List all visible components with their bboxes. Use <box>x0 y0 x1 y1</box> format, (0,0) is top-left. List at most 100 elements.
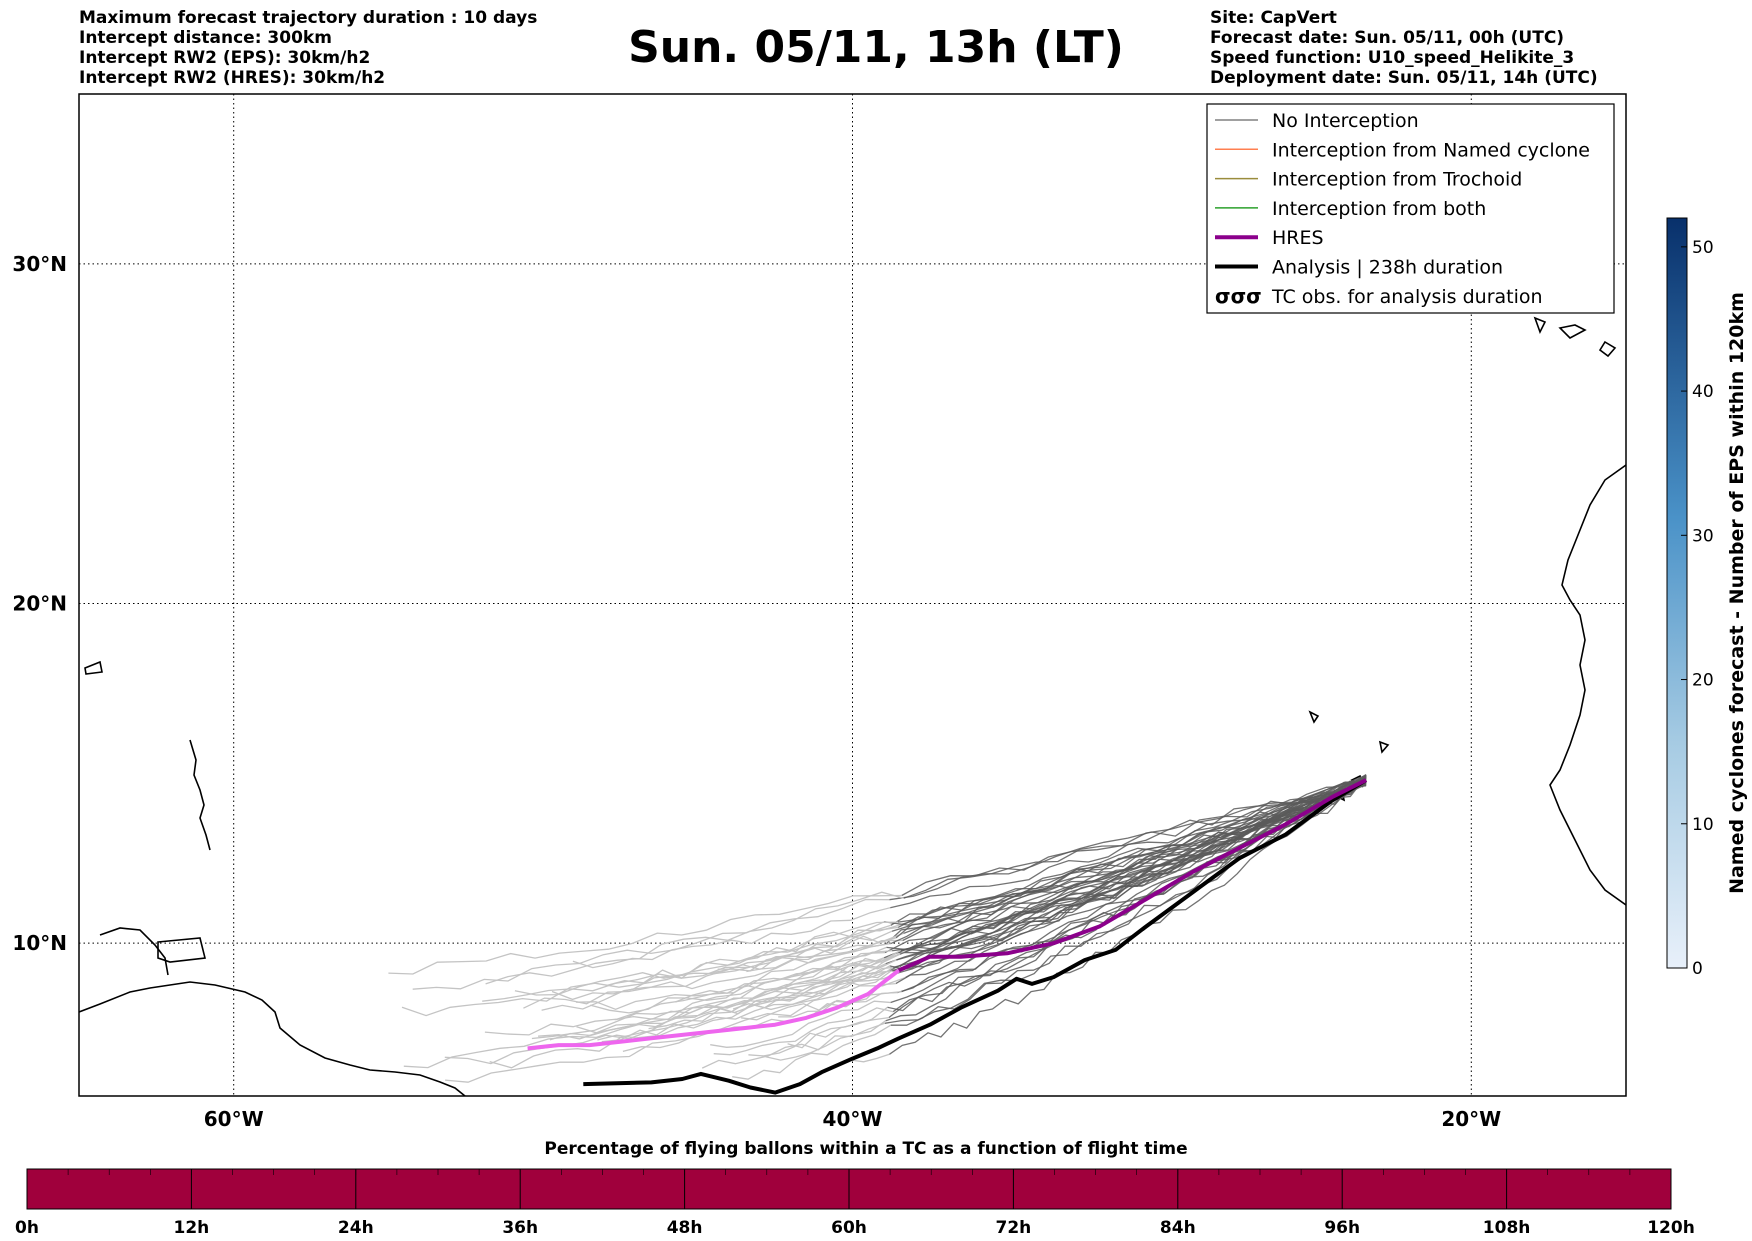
ensemble-track-far <box>787 1016 889 1049</box>
percentage-bar: Percentage of flying ballons within a TC… <box>15 1139 1695 1238</box>
coastlines <box>79 316 1626 1096</box>
colorbar-label: Named cyclones forecast - Number of EPS … <box>1726 292 1748 894</box>
header-left-line: Intercept RW2 (EPS): 30km/h2 <box>79 48 371 68</box>
hres-track-light <box>527 968 901 1051</box>
percentage-bar-tick-label: 60h <box>831 1218 867 1238</box>
legend: No Interception Interception from Named c… <box>1206 103 1615 314</box>
ensemble-track-far <box>713 1007 894 1056</box>
coastline-africa <box>1549 464 1626 906</box>
ensemble-track-near <box>895 777 1367 939</box>
legend-entry-label: Interception from both <box>1272 198 1486 220</box>
ensemble-track-far <box>710 1000 891 1048</box>
header-right-line: Site: CapVert <box>1210 8 1337 28</box>
coastline-venezuela-coast <box>99 927 169 976</box>
ensemble-track-far <box>531 946 887 1040</box>
ensemble-track-far <box>597 963 886 1041</box>
header-left-info: Maximum forecast trajectory duration : 1… <box>79 8 537 88</box>
lat-tick-label: 30°N <box>12 252 67 276</box>
header-left-line: Maximum forecast trajectory duration : 1… <box>79 8 538 28</box>
lon-tick-label: 60°W <box>204 1107 264 1131</box>
ensemble-track-far <box>780 972 899 1001</box>
header-right-line: Deployment date: Sun. 05/11, 14h (UTC) <box>1210 68 1598 88</box>
percentage-bar-tick-label: 12h <box>174 1218 210 1238</box>
percentage-bar-tick-label: 36h <box>502 1218 538 1238</box>
ensemble-track-near <box>900 778 1367 952</box>
coastline-lesser-antilles <box>189 739 211 851</box>
coastline-puerto-rico <box>84 660 103 675</box>
ensemble-track-far <box>445 976 906 1083</box>
legend-entry-label: TC obs. for analysis duration <box>1271 286 1543 308</box>
header-left-line: Intercept RW2 (HRES): 30km/h2 <box>79 68 386 88</box>
colorbar-tick-label: 0 <box>1692 959 1703 979</box>
ensemble-track-far <box>765 1020 887 1061</box>
percentage-bar-tick-label: 48h <box>667 1218 703 1238</box>
ensemble-track-far <box>572 907 891 969</box>
ensemble-track-far <box>590 949 901 1014</box>
lat-tick-label: 20°N <box>12 591 67 615</box>
ensemble-track-far <box>444 950 906 1065</box>
ensemble-track-near <box>890 779 1367 926</box>
ensemble-track-far <box>732 970 892 1010</box>
hres-track <box>898 778 1367 973</box>
tc-symbol-icon: σσσ <box>1215 284 1262 308</box>
legend-box <box>1206 103 1615 314</box>
map-frame <box>78 93 1627 1097</box>
legend-entry-label: HRES <box>1272 227 1324 249</box>
header-right-info: Site: CapVert Forecast date: Sun. 05/11,… <box>1210 8 1598 88</box>
ensemble-track-near <box>886 775 1367 951</box>
ensemble-track-far <box>601 970 889 1043</box>
legend-entry-label: Analysis | 238h duration <box>1272 257 1503 279</box>
ensemble-track-far <box>576 970 893 1034</box>
ensemble-track-far <box>551 926 899 1001</box>
percentage-bar-tick-label: 72h <box>996 1218 1032 1238</box>
ensemble-track-far <box>741 991 898 1021</box>
ensemble-track-far <box>614 959 897 1021</box>
axis-tick-labels: 60°W 40°W 20°W 30°N 20°N 10°N <box>12 252 1501 1131</box>
colorbar-tick-label: 50 <box>1692 238 1714 258</box>
ensemble-track-near <box>891 784 1367 932</box>
lat-tick-label: 10°N <box>12 931 67 955</box>
ensemble-track-far <box>401 921 885 1017</box>
ensemble-track-far <box>514 921 899 996</box>
colorbar: 0 10 20 30 40 50 Named cyclones forecast - Num… <box>1666 217 1748 979</box>
ensemble-track-far <box>485 891 904 985</box>
coastline-south-america <box>79 981 466 1096</box>
ensemble-track-far <box>717 935 897 972</box>
legend-entry-label: Interception from Named cyclone <box>1272 139 1590 161</box>
header-left-line: Intercept distance: 300km <box>79 28 332 48</box>
percentage-bar-tick-label: 108h <box>1483 1218 1531 1238</box>
percentage-bar-tick-label: 0h <box>15 1218 39 1238</box>
ensemble-track-near <box>890 783 1367 909</box>
colorbar-tick-label: 40 <box>1692 382 1714 402</box>
colorbar-tick-label: 20 <box>1692 671 1714 691</box>
ensemble-track-far <box>755 966 894 1011</box>
chart-title: Sun. 05/11, 13h (LT) <box>628 22 1124 73</box>
legend-entry-label: No Interception <box>1272 110 1419 132</box>
percentage-bar-tick-label: 24h <box>338 1218 374 1238</box>
lon-tick-label: 40°W <box>823 1107 883 1131</box>
main-tracks <box>527 778 1368 1095</box>
ensemble-track-near <box>890 777 1367 1004</box>
coastline-trinidad <box>157 937 206 963</box>
percentage-bar-title: Percentage of flying ballons within a TC… <box>544 1139 1187 1159</box>
ensemble-track-near <box>897 777 1367 923</box>
percentage-bar-tick-label: 84h <box>1160 1218 1196 1238</box>
legend-entry-label: Interception from Trochoid <box>1272 169 1522 191</box>
header-right-line: Speed function: U10_speed_Helikite_3 <box>1210 48 1575 68</box>
lon-tick-label: 20°W <box>1441 1107 1501 1131</box>
ensemble-track-far <box>732 1024 892 1080</box>
coastline-canary-islands <box>1533 316 1617 358</box>
ensemble-track-far <box>805 965 890 984</box>
ensemble-track-far <box>541 930 893 1011</box>
colorbar-tick-label: 30 <box>1692 526 1714 546</box>
ensemble-track-far <box>850 1053 890 1063</box>
ensemble-track-far <box>388 894 902 975</box>
colorbar-tick-label: 10 <box>1692 815 1714 835</box>
ensemble-tracks <box>388 773 1367 1083</box>
colorbar-gradient <box>1666 217 1688 969</box>
ensemble-track-far <box>523 939 903 1009</box>
percentage-bar-tick-label: 96h <box>1324 1218 1360 1238</box>
header-right-line: Forecast date: Sun. 05/11, 00h (UTC) <box>1210 28 1565 48</box>
percentage-bar-tick-label: 120h <box>1647 1218 1695 1238</box>
